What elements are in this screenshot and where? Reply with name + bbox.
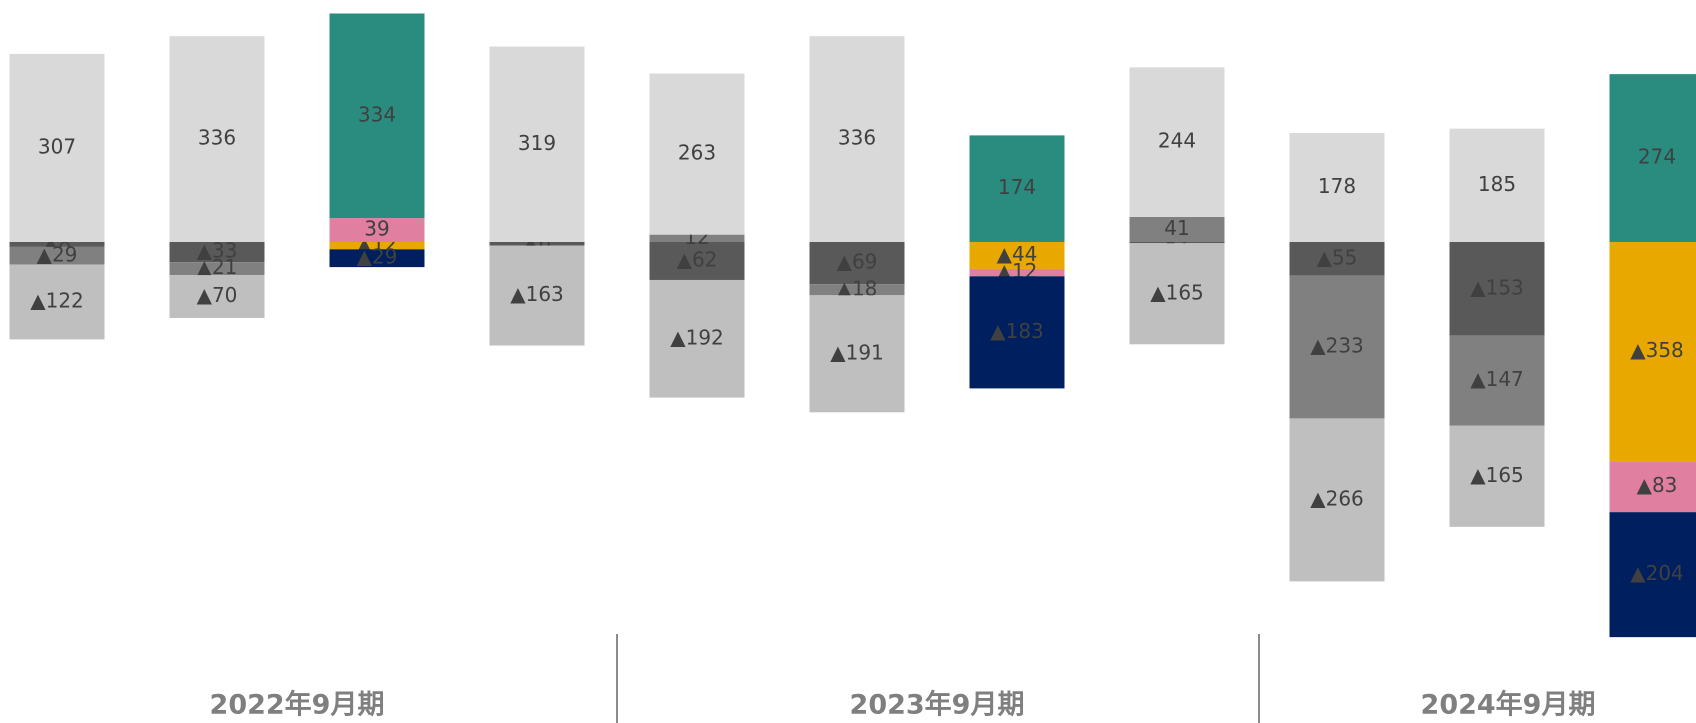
group-label: 2022年9月期 [210, 689, 385, 721]
bar-segment [969, 241, 1065, 269]
value-label: ▲33 [197, 239, 238, 263]
bar-segment [809, 295, 905, 413]
bar-segment [1129, 67, 1225, 217]
bar-segment [1609, 241, 1696, 462]
value-label: ▲204 [1630, 561, 1684, 585]
bar-segment [1449, 335, 1545, 426]
value-label: ▲165 [1470, 463, 1524, 487]
value-label: 185 [1478, 172, 1516, 196]
group-label: 2023年9月期 [850, 689, 1025, 721]
bar-segment [649, 234, 745, 242]
value-label: ▲153 [1470, 275, 1524, 299]
bar-segment [9, 241, 105, 247]
bar-segment [169, 262, 265, 276]
bar-segment [649, 279, 745, 398]
bar-segment [1289, 132, 1385, 242]
bar-segment [489, 245, 585, 346]
value-label: ▲62 [677, 247, 718, 271]
value-label: ▲29 [357, 245, 398, 269]
bar-segment [169, 275, 265, 318]
value-label: ▲55 [1317, 245, 1358, 269]
value-label: ▲70 [197, 283, 238, 307]
value-label: ▲191 [830, 340, 884, 364]
bar-segment [809, 284, 905, 296]
value-label: ▲192 [670, 325, 724, 349]
bar-segment [649, 73, 745, 235]
bar-segment [1609, 512, 1696, 638]
bar-segment [969, 135, 1065, 242]
value-label: ▲183 [990, 319, 1044, 343]
value-label: 307 [38, 134, 76, 158]
bar-segment [969, 276, 1065, 389]
value-label: 263 [678, 141, 716, 165]
bar-segment [169, 241, 265, 263]
bar-segment [9, 53, 105, 242]
bar-segment [1289, 418, 1385, 582]
bar-segment [1129, 241, 1225, 244]
bar-segment [329, 13, 425, 219]
value-label: 178 [1318, 174, 1356, 198]
value-label: ▲233 [1310, 334, 1364, 358]
value-label: ▲165 [1150, 280, 1204, 304]
value-label: 319 [518, 131, 556, 155]
bar-segment [329, 218, 425, 242]
value-label: 274 [1638, 145, 1676, 169]
value-label: 39 [364, 217, 389, 241]
bar-segment [969, 268, 1065, 277]
bar-segment [169, 36, 265, 242]
bar-segment [329, 241, 425, 250]
value-label: ▲44 [997, 242, 1038, 266]
bar-segment [1129, 216, 1225, 242]
bar-segment [489, 241, 585, 246]
value-label: ▲147 [1470, 367, 1524, 391]
value-label: 336 [198, 126, 236, 150]
value-label: 174 [998, 175, 1036, 199]
value-label: ▲83 [1637, 473, 1678, 497]
bar-segment [1289, 241, 1385, 276]
value-label: 41 [1164, 216, 1189, 240]
value-label: ▲266 [1310, 486, 1364, 510]
bar-segment [1449, 425, 1545, 527]
value-label: 244 [1158, 129, 1196, 153]
value-label: ▲69 [837, 250, 878, 274]
bar-segment [9, 264, 105, 340]
bar-segment [1609, 74, 1696, 242]
bar-segment [1609, 461, 1696, 513]
bar-segment [1129, 243, 1225, 345]
bar-segment [1449, 128, 1545, 242]
group-label: 2024年9月期 [1421, 689, 1596, 721]
bar-segment [329, 249, 425, 268]
value-label: 336 [838, 126, 876, 150]
bar-segment [489, 46, 585, 242]
bar-segment [809, 36, 905, 242]
value-label: ▲358 [1630, 338, 1684, 362]
bar-segment [1449, 241, 1545, 336]
value-label: 334 [358, 102, 396, 126]
value-label: ▲29 [37, 242, 78, 266]
value-label: ▲163 [510, 282, 564, 306]
bar-segment [649, 241, 745, 280]
value-label: ▲122 [30, 289, 84, 313]
bar-segment [9, 246, 105, 265]
bar-segment [809, 241, 905, 285]
bar-segment [1289, 275, 1385, 419]
